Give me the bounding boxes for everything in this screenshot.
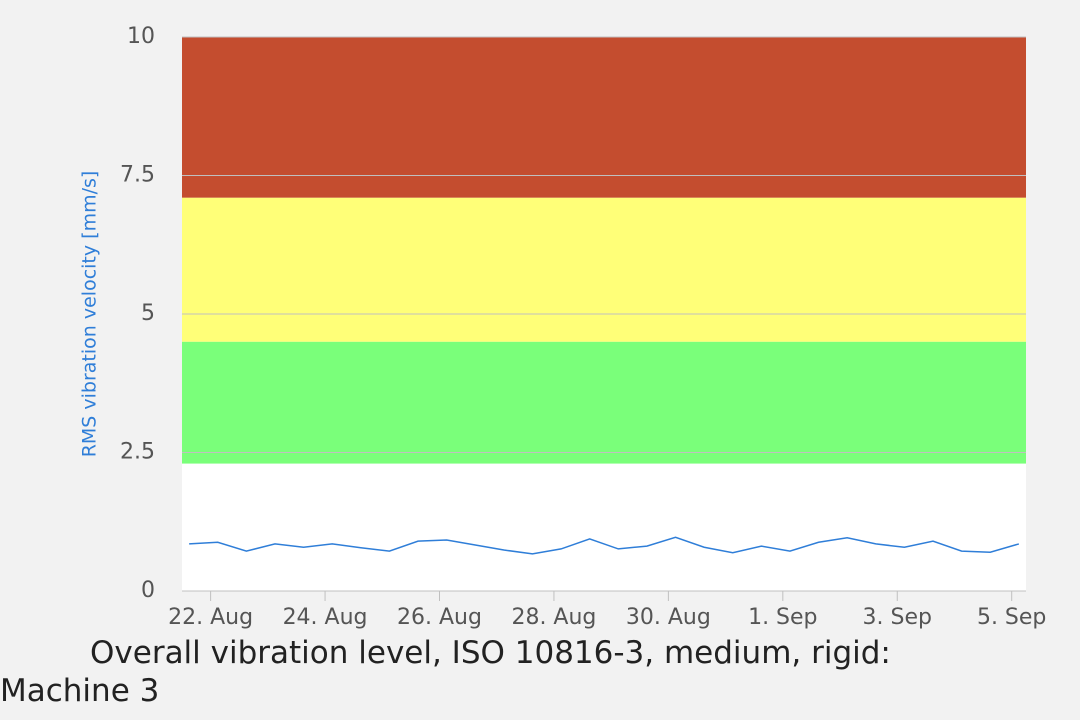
plot-band [182,341,1026,464]
y-tick-label: 5 [141,301,155,326]
x-tick-label: 22. Aug [168,605,253,630]
plot-band [182,37,1026,198]
x-tick-label: 5. Sep [977,605,1046,630]
y-tick-label: 2.5 [120,440,155,465]
y-tick-label: 7.5 [120,163,155,188]
plot-band [182,197,1026,342]
y-axis-label: RMS vibration velocity [mm/s] [79,171,101,458]
chart-title: Overall vibration level, ISO 10816-3, me… [0,635,891,709]
y-tick-label: 0 [141,578,155,603]
x-tick-label: 26. Aug [397,605,482,630]
chart: RMS vibration velocity [mm/s] 0 2.5 5 7.5 10… [79,24,1047,630]
x-tick-label: 1. Sep [748,605,817,630]
data-line [189,536,1020,555]
x-tick-label: 30. Aug [626,605,711,630]
x-tick-label: 24. Aug [283,605,368,630]
y-tick-label: 10 [127,24,155,49]
x-tick-label: 3. Sep [863,605,932,630]
x-tick-label: 28. Aug [511,605,596,630]
